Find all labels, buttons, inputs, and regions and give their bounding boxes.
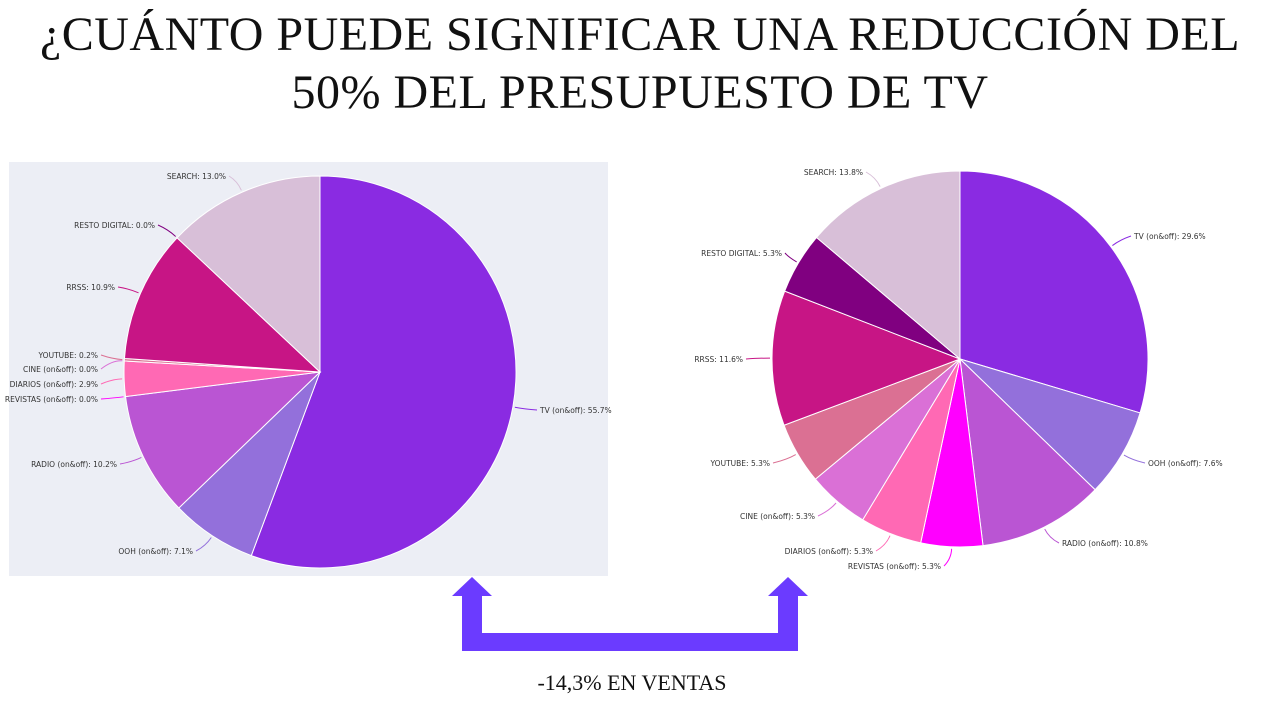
pie-label-after-ooh-on-off: OOH (on&off): 7.6% (1148, 459, 1223, 468)
page-title: ¿CUÁNTO PUEDE SIGNIFICAR UNA REDUCCIÓN D… (0, 6, 1280, 122)
leader-line-after-youtube (772, 454, 797, 464)
pie-label-after-radio-on-off: RADIO (on&off): 10.8% (1062, 539, 1148, 548)
leader-line-after-ooh-on-off (1123, 454, 1146, 464)
pie-label-before-radio-on-off: RADIO (on&off): 10.2% (31, 460, 117, 469)
leader-line-after-search (865, 171, 881, 187)
leader-line-before-diarios-on-off (100, 378, 123, 385)
sales-change-caption: -14,3% EN VENTAS (537, 670, 727, 695)
pie-label-before-tv-on-off: TV (on&off): 55.7% (539, 406, 612, 415)
pie-slice-before-rrss[interactable] (123, 237, 322, 373)
pie-label-before-search: SEARCH: 13.0% (167, 172, 226, 181)
pie-label-after-tv-on-off: TV (on&off): 29.6% (1133, 232, 1206, 241)
leader-line-before-revistas-on-off (100, 396, 124, 400)
leader-line-after-radio-on-off (1044, 528, 1060, 544)
pie-slice-before-tv-on-off[interactable] (250, 175, 517, 569)
pie-slice-after-tv-on-off[interactable] (959, 170, 1149, 414)
leader-line-before-ooh-on-off (195, 537, 212, 552)
pie-label-before-ooh-on-off: OOH (on&off): 7.1% (118, 547, 193, 556)
double-up-arrow-icon (452, 577, 808, 651)
pie-chart-after: TV (on&off): 29.6% OOH (on&off): 7.6% RADI… (694, 168, 1222, 571)
leader-line-before-radio-on-off (119, 456, 142, 465)
pie-label-before-cine-on-off: CINE (on&off): 0.0% (23, 365, 98, 374)
leader-line-after-rrss (745, 357, 771, 360)
pie-label-after-resto-digital: RESTO DIGITAL: 5.3% (701, 249, 782, 258)
leader-line-after-revistas-on-off (943, 548, 953, 567)
leader-line-before-tv-on-off (514, 406, 538, 411)
pie-label-after-revistas-on-off: REVISTAS (on&off): 5.3% (848, 562, 941, 571)
pie-slice-after-radio-on-off[interactable] (959, 357, 1096, 547)
pie-slice-before-search[interactable] (176, 175, 321, 374)
pie-label-before-diarios-on-off: DIARIOS (on&off): 2.9% (10, 380, 98, 389)
leader-line-after-diarios-on-off (875, 535, 891, 552)
leader-line-before-rrss (117, 286, 139, 294)
title-line-1: ¿CUÁNTO PUEDE SIGNIFICAR UNA REDUCCIÓN D… (39, 8, 1241, 61)
pie-label-after-youtube: YOUTUBE: 5.3% (710, 459, 770, 468)
leader-line-before-search (228, 175, 242, 191)
pie-slice-after-rrss[interactable] (771, 290, 962, 426)
pie-label-before-youtube: YOUTUBE: 0.2% (38, 351, 98, 360)
pie-slice-after-search[interactable] (815, 170, 961, 361)
leader-line-before-resto-digital (157, 224, 177, 237)
leader-line-after-tv-on-off (1112, 235, 1132, 246)
pie-label-after-diarios-on-off: DIARIOS (on&off): 5.3% (785, 547, 873, 556)
pie-label-after-cine-on-off: CINE (on&off): 5.3% (740, 512, 815, 521)
title-line-2: 50% DEL PRESUPUESTO DE TV (291, 66, 989, 119)
pie-label-before-resto-digital: RESTO DIGITAL: 0.0% (74, 221, 155, 230)
leader-line-before-youtube (100, 354, 123, 361)
pie-label-before-revistas-on-off: REVISTAS (on&off): 0.0% (5, 395, 98, 404)
leader-line-after-resto-digital (784, 252, 797, 263)
pie-label-before-rrss: RRSS: 10.9% (66, 283, 115, 292)
pie-slice-before-radio-on-off[interactable] (124, 371, 322, 509)
pie-label-after-search: SEARCH: 13.8% (804, 168, 863, 177)
pie-chart-before: TV (on&off): 55.7% OOH (on&off): 7.1% RADI… (5, 172, 612, 569)
leader-line-before-cine-on-off (100, 360, 123, 370)
leader-line-after-cine-on-off (817, 502, 837, 517)
pie-label-after-rrss: RRSS: 11.6% (694, 355, 743, 364)
